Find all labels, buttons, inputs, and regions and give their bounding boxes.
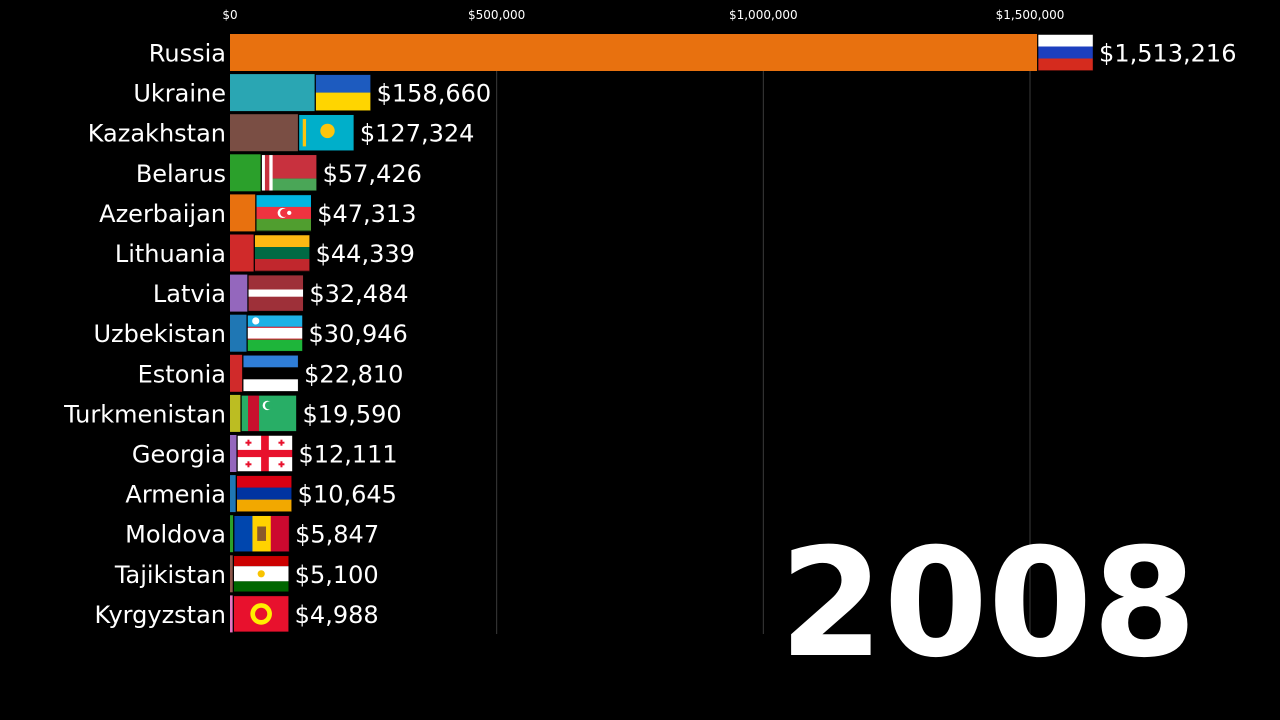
bar (230, 154, 261, 192)
bar (230, 234, 254, 272)
category-label: Lithuania (115, 240, 226, 268)
category-label: Turkmenistan (63, 400, 226, 428)
uzbekistan-flag (247, 314, 303, 352)
ukraine-flag (315, 74, 371, 111)
bar (230, 274, 248, 312)
bar-row: Kazakhstan $127,324 (88, 114, 475, 152)
bar-row: Turkmenistan $19,590 (63, 394, 402, 432)
category-label: Georgia (132, 441, 226, 469)
value-label: $19,590 (302, 400, 401, 428)
bar (230, 595, 233, 633)
bar (230, 194, 256, 232)
kazakhstan-flag (298, 114, 355, 151)
value-label: $5,100 (295, 561, 379, 589)
bar-row: Azerbaijan $47,313 (99, 194, 416, 232)
value-label: $10,645 (298, 481, 397, 509)
bar (230, 34, 1038, 71)
category-label: Azerbaijan (99, 200, 226, 228)
x-axis-ticks: $0 $500,000 $1,000,000 $1,500,000 (222, 8, 1064, 22)
value-label: $158,660 (377, 80, 492, 108)
value-label: $22,810 (304, 360, 403, 388)
category-label: Russia (149, 40, 226, 68)
azerbaijan-flag (255, 194, 312, 232)
bar-row: Latvia $32,484 (153, 274, 409, 312)
category-label: Moldova (125, 521, 226, 549)
turkmenistan-flag (241, 395, 297, 432)
x-tick-label: $1,500,000 (996, 8, 1065, 22)
bar (230, 475, 236, 513)
bar (230, 394, 241, 432)
category-label: Estonia (138, 360, 226, 388)
value-label: $4,988 (295, 601, 379, 629)
georgia-flag (237, 435, 293, 472)
estonia-flag (242, 355, 299, 392)
category-label: Kazakhstan (88, 120, 226, 148)
value-label: $32,484 (309, 280, 408, 308)
bar-row: Uzbekistan $30,946 (93, 314, 408, 352)
value-label: $57,426 (323, 160, 422, 188)
year-label: 2008 (779, 517, 1196, 691)
bar (230, 555, 233, 593)
armenia-flag (236, 475, 292, 512)
category-label: Belarus (136, 160, 226, 188)
value-label: $1,513,216 (1099, 40, 1236, 68)
bar-row: Ukraine $158,660 (133, 74, 492, 112)
bar (230, 74, 315, 112)
bar-row: Moldova $5,847 (125, 515, 379, 553)
bar-row: Tajikistan $5,100 (114, 555, 379, 593)
moldova-flag (233, 515, 290, 552)
bar (230, 354, 243, 392)
bar (230, 114, 298, 152)
bar-row: Russia $1,513,216 (149, 34, 1236, 71)
bar-row: Lithuania $44,339 (115, 234, 415, 272)
bars: Russia $1,513,216 Ukraine $158,660 Kazakhsta… (63, 34, 1236, 633)
tajikistan-flag (233, 555, 289, 593)
category-label: Latvia (153, 280, 226, 308)
bar (230, 314, 247, 352)
value-label: $47,313 (317, 200, 416, 228)
x-tick-label: $0 (222, 8, 237, 22)
x-tick-label: $500,000 (468, 8, 525, 22)
belarus-flag (261, 154, 317, 192)
value-label: $127,324 (360, 120, 475, 148)
gridlines (496, 34, 1031, 634)
value-label: $5,847 (295, 521, 379, 549)
latvia-flag (248, 274, 304, 312)
bar-row: Georgia $12,111 (132, 435, 398, 472)
bar-row: Belarus $57,426 (136, 154, 422, 192)
bar-row: Armenia $10,645 (125, 475, 397, 513)
value-label: $30,946 (309, 320, 408, 348)
category-label: Tajikistan (114, 561, 226, 589)
lithuania-flag (254, 234, 310, 272)
value-label: $44,339 (316, 240, 415, 268)
bar (230, 515, 234, 553)
category-label: Uzbekistan (93, 320, 226, 348)
russia-flag (1037, 34, 1094, 71)
value-label: $12,111 (298, 441, 397, 469)
x-tick-label: $1,000,000 (729, 8, 798, 22)
bar (230, 435, 237, 472)
kyrgyzstan-flag (233, 595, 289, 633)
category-label: Kyrgyzstan (94, 601, 226, 629)
category-label: Ukraine (133, 80, 226, 108)
bar-row: Estonia $22,810 (138, 354, 403, 392)
category-label: Armenia (125, 481, 226, 509)
bar-row: Kyrgyzstan $4,988 (94, 595, 379, 633)
